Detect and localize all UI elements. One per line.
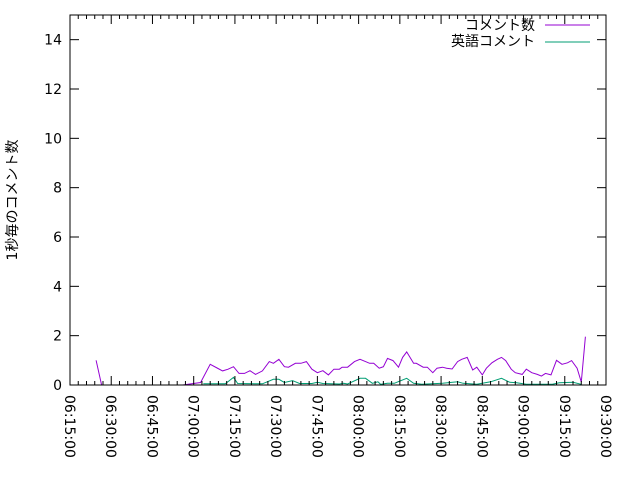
legend: コメント数 英語コメント [451, 18, 590, 50]
x-tick-label: 07:00:00 [185, 395, 201, 458]
x-tick-label: 06:15:00 [61, 395, 77, 458]
y-tick-label: 10 [44, 131, 62, 147]
series-layer [95, 336, 586, 386]
y-tick-label: 2 [53, 329, 62, 345]
y-tick-label: 4 [53, 279, 62, 295]
series-line-0 [95, 360, 128, 386]
x-tick-label: 09:15:00 [556, 395, 572, 458]
y-tick-label: 6 [53, 230, 62, 246]
x-tick-label: 08:45:00 [473, 395, 489, 458]
x-tick-label: 07:15:00 [226, 395, 242, 458]
x-tick-label: 07:30:00 [267, 395, 283, 458]
ticks-layer: 0 2 4 6 8 10 12 14 06:15:00 06:30:00 06:45:00 07:00… [44, 15, 613, 458]
y-tick-label: 12 [44, 82, 62, 98]
x-tick-label: 06:30:00 [102, 395, 118, 458]
x-tick-label: 07:45:00 [308, 395, 324, 458]
legend-label-comments: コメント数 [465, 18, 535, 34]
y-tick-label: 8 [53, 181, 62, 197]
x-tick-label: 08:00:00 [350, 395, 366, 458]
y-tick-label: 14 [44, 33, 62, 49]
x-tick-label: 08:30:00 [432, 395, 448, 458]
x-tick-label: 08:15:00 [391, 395, 407, 458]
series-line-0 [182, 336, 586, 386]
x-tick-label: 09:30:00 [597, 395, 613, 458]
legend-label-english: 英語コメント [451, 33, 535, 50]
series-line-1 [203, 376, 582, 385]
x-tick-label: 09:00:00 [515, 395, 531, 458]
x-tick-label: 06:45:00 [143, 395, 159, 458]
y-tick-label: 0 [53, 378, 62, 394]
y-axis-label: 1秒毎のコメント数 [5, 140, 21, 261]
plot-border [69, 14, 607, 386]
